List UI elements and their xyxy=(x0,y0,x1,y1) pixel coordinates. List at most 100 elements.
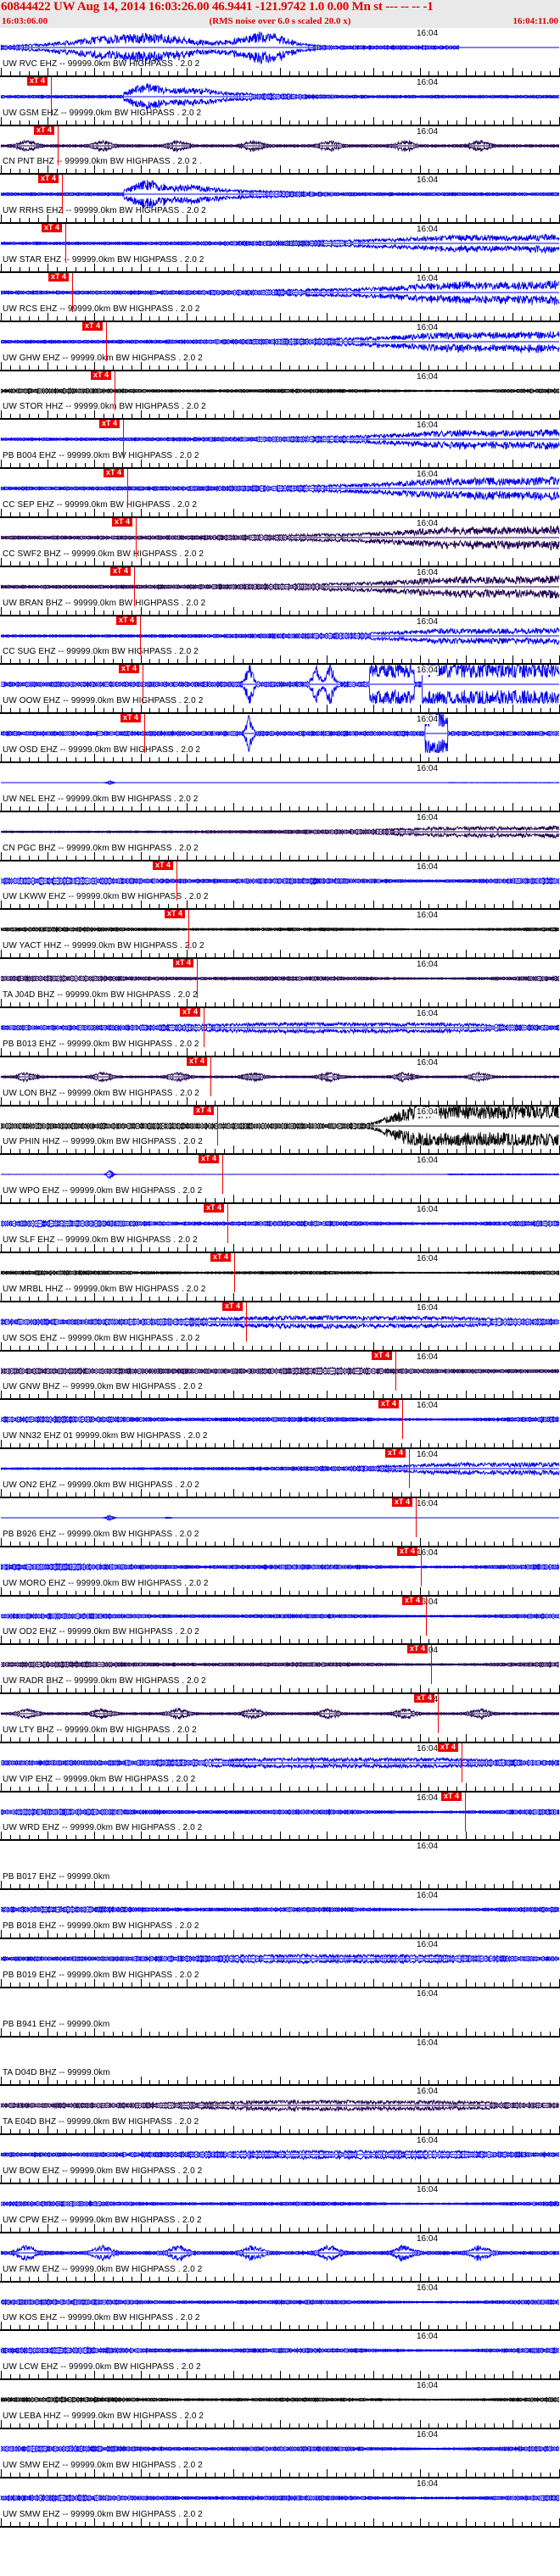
pick-label[interactable]: xT 4 xyxy=(116,616,137,625)
pick-marker-line[interactable] xyxy=(246,1302,247,1341)
trace-row[interactable]: xT 4 16:04 PB B004 EHZ -- 99999.0km BW HIG… xyxy=(0,420,560,470)
pick-marker-line[interactable] xyxy=(234,1252,235,1292)
pick-marker-line[interactable] xyxy=(438,1694,439,1734)
trace-row[interactable]: xT 4 16:04 UW WPO EHZ -- 99999.0km BW HIGH… xyxy=(0,1155,560,1205)
pick-label[interactable]: xT 4 xyxy=(91,371,112,380)
pick-label[interactable]: xT 4 xyxy=(397,1547,418,1556)
pick-marker-line[interactable] xyxy=(416,1497,417,1537)
pick-marker-line[interactable] xyxy=(431,1645,432,1685)
trace-row[interactable]: 16:04 PB B019 EHZ -- 99999.0km BW HIGHPAS… xyxy=(0,1939,560,1988)
pick-marker-line[interactable] xyxy=(123,420,124,460)
pick-marker-line[interactable] xyxy=(127,469,128,509)
trace-row[interactable]: xT 4 16:04 UW PHIN HHZ -- 99999.0km BW HIG… xyxy=(0,1106,560,1156)
pick-marker-line[interactable] xyxy=(176,861,177,900)
pick-marker-line[interactable] xyxy=(136,517,137,557)
trace-row[interactable]: xT 4 16:04 CC SUG EHZ -- 99999.0km BW HIGH… xyxy=(0,616,560,666)
pick-label[interactable]: xT 4 xyxy=(48,272,70,282)
trace-row[interactable]: 16:04 PB B941 EHZ -- 99999.0km xyxy=(0,1988,560,2038)
trace-row[interactable]: xT 4 16:04 UW OOW EHZ -- 99999.0km BW HIGH… xyxy=(0,665,560,715)
pick-label[interactable]: xT 4 xyxy=(204,1204,225,1213)
pick-marker-line[interactable] xyxy=(140,616,141,655)
pick-label[interactable]: xT 4 xyxy=(385,1449,406,1458)
pick-marker-line[interactable] xyxy=(72,272,73,312)
pick-label[interactable]: xT 4 xyxy=(99,420,120,429)
trace-row[interactable]: xT 4 16:04 CN PNT BHZ -- 99999.0km BW HIGH… xyxy=(0,125,560,176)
pick-marker-line[interactable] xyxy=(197,959,198,999)
trace-row[interactable]: xT 4 16:04 UW YACT HHZ -- 99999.0km BW HIG… xyxy=(0,910,560,960)
trace-row[interactable]: 16:04 UW RVC EHZ -- 99999.0km BW HIGHPASS… xyxy=(0,28,560,77)
pick-label[interactable]: xT 4 xyxy=(392,1497,413,1507)
pick-marker-line[interactable] xyxy=(222,1155,223,1195)
pick-label[interactable]: xT 4 xyxy=(210,1252,232,1262)
trace-row[interactable]: xT 4 16:04 UW GHW EHZ -- 99999.0km BW HIGH… xyxy=(0,321,560,371)
trace-row[interactable]: 16:04 TA E04D BHZ -- 99999.0km BW HIGHPAS… xyxy=(0,2086,560,2136)
trace-row[interactable]: xT 4 16:04 CC SEP EHZ -- 99999.0km BW HIGH… xyxy=(0,469,560,518)
trace-row[interactable]: 16:04 CN PGC BHZ -- 99999.0km BW HIGHPASS… xyxy=(0,811,560,861)
pick-label[interactable]: xT 4 xyxy=(38,175,59,184)
trace-row[interactable]: 16:04 UW SMW EHZ -- 99999.0km BW HIGHPASS… xyxy=(0,2478,560,2528)
trace-row[interactable]: 16:04 UW SMW EHZ -- 99999.0km BW HIGHPASS… xyxy=(0,2429,560,2478)
pick-label[interactable]: xT 4 xyxy=(407,1645,428,1654)
pick-label[interactable]: xT 4 xyxy=(193,1106,215,1115)
pick-label[interactable]: xT 4 xyxy=(402,1596,423,1605)
pick-label[interactable]: xT 4 xyxy=(110,566,132,576)
trace-row[interactable]: xT 4 16:04 UW OSD EHZ -- 99999.0km BW HIGH… xyxy=(0,714,560,763)
trace-row[interactable]: xT 4 16:04 CC SWF2 BHZ -- 99999.0km BW HIG… xyxy=(0,517,560,567)
trace-row[interactable]: 16:04 UW NEL EHZ -- 99999.0km BW HIGHPASS… xyxy=(0,762,560,812)
trace-row[interactable]: xT 4 16:04 UW SOS EHZ -- 99999.0km BW HIGH… xyxy=(0,1302,560,1352)
trace-row[interactable]: 16:04 UW FMW EHZ -- 99999.0km BW HIGHPASS… xyxy=(0,2233,560,2283)
pick-label[interactable]: xT 4 xyxy=(441,1792,462,1801)
trace-row[interactable]: xT 4 16:04 UW WRD EHZ -- 99999.0km BW HIGH… xyxy=(0,1792,560,1842)
trace-row[interactable]: xT 4 16:04 UW OD2 EHZ -- 99999.0km BW HIGH… xyxy=(0,1596,560,1646)
pick-marker-line[interactable] xyxy=(465,1792,466,1832)
pick-label[interactable]: xT 4 xyxy=(153,861,174,870)
pick-label[interactable]: xT 4 xyxy=(222,1302,244,1311)
pick-marker-line[interactable] xyxy=(134,566,135,606)
trace-row[interactable]: 16:04 PB B017 EHZ -- 99999.0km xyxy=(0,1841,560,1891)
pick-label[interactable]: xT 4 xyxy=(438,1742,459,1752)
pick-marker-line[interactable] xyxy=(51,76,52,116)
trace-row[interactable]: xT 4 16:04 UW BRAN BHZ -- 99999.0km BW HIG… xyxy=(0,566,560,616)
pick-marker-line[interactable] xyxy=(106,321,107,361)
pick-marker-line[interactable] xyxy=(217,1106,218,1146)
trace-row[interactable]: xT 4 16:04 UW MORO EHZ -- 99999.0km BW HIG… xyxy=(0,1547,560,1597)
pick-label[interactable]: xT 4 xyxy=(378,1400,400,1409)
trace-row[interactable]: 16:04 TA D04D BHZ -- 99999.0km xyxy=(0,2037,560,2087)
pick-label[interactable]: xT 4 xyxy=(199,1155,220,1164)
pick-label[interactable]: xT 4 xyxy=(82,321,104,331)
pick-marker-line[interactable] xyxy=(65,224,66,264)
trace-row[interactable]: xT 4 16:04 UW RCS EHZ -- 99999.0km BW HIGH… xyxy=(0,272,560,322)
pick-label[interactable]: xT 4 xyxy=(119,665,140,674)
pick-marker-line[interactable] xyxy=(421,1547,422,1586)
trace-row[interactable]: xT 4 16:04 UW SLF EHZ -- 99999.0km BW HIGH… xyxy=(0,1204,560,1253)
trace-row[interactable]: xT 4 16:04 UW LON BHZ -- 99999.0km BW HIGH… xyxy=(0,1057,560,1107)
pick-marker-line[interactable] xyxy=(188,910,189,950)
trace-row[interactable]: xT 4 16:04 UW ON2 EHZ -- 99999.0km BW HIGH… xyxy=(0,1449,560,1498)
trace-row[interactable]: xT 4 16:04 UW STOR HHZ -- 99999.0km BW HIG… xyxy=(0,371,560,421)
pick-label[interactable]: xT 4 xyxy=(180,1007,201,1017)
trace-row[interactable]: xT 4 16:04 UW STAR EHZ -- 99999.0km BW HIG… xyxy=(0,224,560,273)
trace-row[interactable]: 16:04 UW LCW EHZ -- 99999.0km BW HIGHPASS… xyxy=(0,2331,560,2381)
trace-row[interactable]: xT 4 16:04 PB B013 EHZ -- 99999.0km BW HIG… xyxy=(0,1007,560,1057)
pick-marker-line[interactable] xyxy=(210,1057,211,1096)
pick-label[interactable]: xT 4 xyxy=(112,517,133,527)
trace-row[interactable]: 16:04 UW CPW EHZ -- 99999.0km BW HIGHPASS… xyxy=(0,2184,560,2233)
pick-marker-line[interactable] xyxy=(395,1351,396,1391)
trace-row[interactable]: xT 4 16:04 UW VIP EHZ -- 99999.0km BW HIGH… xyxy=(0,1742,560,1793)
pick-label[interactable]: xT 4 xyxy=(165,910,186,919)
pick-label[interactable]: xT 4 xyxy=(104,469,125,478)
trace-row[interactable]: 16:04 UW BOW EHZ -- 99999.0km BW HIGHPASS… xyxy=(0,2135,560,2185)
pick-label[interactable]: xT 4 xyxy=(372,1351,393,1360)
trace-row[interactable]: xT 4 16:04 UW LKWW EHZ -- 99999.0km BW HIG… xyxy=(0,861,560,911)
pick-marker-line[interactable] xyxy=(144,714,145,754)
pick-marker-line[interactable] xyxy=(58,125,59,165)
trace-row[interactable]: xT 4 16:04 UW MRBL HHZ -- 99999.0km BW HIG… xyxy=(0,1252,560,1302)
pick-marker-line[interactable] xyxy=(402,1400,403,1440)
pick-label[interactable]: xT 4 xyxy=(187,1057,208,1066)
trace-row[interactable]: 16:04 UW LEBA HHZ -- 99999.0km BW HIGHPAS… xyxy=(0,2380,560,2430)
pick-label[interactable]: xT 4 xyxy=(120,714,142,723)
trace-row[interactable]: 16:04 UW KOS EHZ -- 99999.0km BW HIGHPASS… xyxy=(0,2282,560,2332)
trace-row[interactable]: xT 4 16:04 TA J04D BHZ -- 99999.0km BW HIG… xyxy=(0,959,560,1008)
